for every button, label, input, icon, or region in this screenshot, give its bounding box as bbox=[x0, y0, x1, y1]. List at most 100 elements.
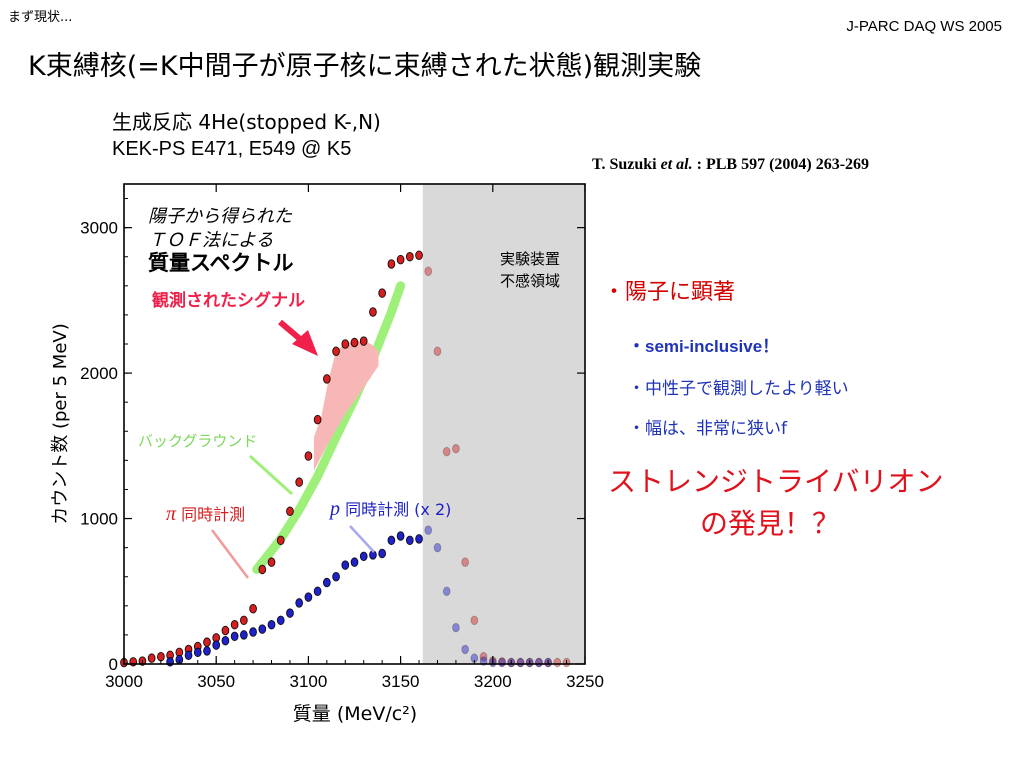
pi-label-text: 同時計測 bbox=[176, 505, 245, 524]
p-label: p 同時計測 (x 2) bbox=[328, 498, 451, 520]
data-point bbox=[405, 535, 414, 546]
data-point bbox=[498, 657, 506, 668]
data-point bbox=[249, 603, 257, 614]
data-point bbox=[157, 651, 165, 662]
data-point bbox=[470, 615, 479, 626]
data-point bbox=[267, 557, 276, 567]
data-point bbox=[461, 557, 469, 567]
bullet-narrow-width: ・幅は、非常に狭いf bbox=[628, 419, 787, 439]
data-point bbox=[304, 451, 313, 461]
data-point bbox=[553, 657, 562, 668]
p-symbol: p bbox=[328, 498, 340, 520]
data-point bbox=[332, 571, 340, 582]
citation: T. Suzuki et al. : PLB 597 (2004) 263-26… bbox=[592, 156, 869, 174]
data-point bbox=[212, 640, 221, 650]
background-band bbox=[252, 281, 406, 574]
x-tick-label: 3150 bbox=[382, 672, 420, 691]
data-point bbox=[249, 627, 257, 637]
data-point bbox=[535, 657, 543, 668]
inner-title-line: ＴＯＦ法による bbox=[148, 230, 273, 251]
x-tick-label: 3000 bbox=[105, 672, 143, 691]
data-point bbox=[304, 592, 313, 602]
data-point bbox=[516, 657, 525, 668]
data-point bbox=[276, 535, 285, 546]
pi-symbol: π bbox=[166, 503, 177, 525]
slide-title: K束縛核(=K中間子が原子核に束縛された状態)観測実験 bbox=[28, 51, 702, 82]
signal-arrow-head bbox=[292, 330, 318, 356]
y-tick-label: 2000 bbox=[80, 364, 118, 383]
experiment-line: KEK-PS E471, E549 @ K5 bbox=[112, 138, 352, 160]
data-point bbox=[387, 535, 396, 546]
y-tick-label: 0 bbox=[109, 655, 118, 674]
data-point bbox=[258, 564, 267, 575]
x-tick-label: 3200 bbox=[474, 672, 512, 691]
data-point bbox=[240, 630, 248, 640]
data-point bbox=[203, 637, 211, 647]
citation-author: T. Suzuki bbox=[592, 156, 661, 173]
insensitive-region bbox=[422, 184, 585, 664]
data-point bbox=[396, 254, 405, 265]
signal-annotation: 観測されたシグナル bbox=[152, 290, 305, 311]
data-point bbox=[230, 619, 239, 630]
data-point bbox=[341, 560, 350, 570]
data-point bbox=[479, 651, 488, 662]
x-tick-label: 3100 bbox=[289, 672, 327, 691]
data-point bbox=[350, 337, 359, 348]
data-point bbox=[322, 577, 331, 588]
pi-pointer bbox=[211, 529, 249, 579]
data-point bbox=[129, 657, 138, 667]
data-point bbox=[286, 506, 294, 517]
data-point bbox=[405, 251, 414, 262]
data-point bbox=[442, 446, 451, 457]
inner-title-line: 質量スペクトル bbox=[148, 251, 294, 275]
data-point bbox=[359, 336, 368, 346]
data-point bbox=[203, 646, 211, 656]
data-point bbox=[221, 625, 230, 636]
data-point bbox=[276, 615, 285, 626]
y-axis-label: カウント数 (per 5 MeV) bbox=[50, 323, 71, 524]
event-label: J-PARC DAQ WS 2005 bbox=[846, 18, 1002, 35]
data-point bbox=[313, 414, 322, 425]
p-series bbox=[166, 525, 552, 668]
data-point bbox=[313, 586, 322, 597]
data-point bbox=[350, 557, 359, 567]
y-tick-label: 3000 bbox=[80, 219, 118, 238]
pi-label: π 同時計測 bbox=[166, 503, 245, 525]
data-point bbox=[359, 551, 368, 562]
data-point bbox=[369, 307, 377, 317]
plot-frame bbox=[123, 183, 586, 665]
citation-ref: : PLB 597 (2004) 263-269 bbox=[692, 156, 870, 173]
p-pointer bbox=[349, 525, 375, 553]
corner-label: まず現状... bbox=[8, 10, 73, 25]
x-tick-label: 3250 bbox=[566, 672, 604, 691]
background-pointer bbox=[248, 454, 294, 496]
data-point bbox=[166, 657, 174, 667]
data-point bbox=[452, 622, 460, 633]
bullet-semi-inclusive: ・semi-inclusive！ bbox=[628, 337, 780, 356]
x-tick-label: 3050 bbox=[197, 672, 235, 691]
data-point bbox=[442, 586, 451, 597]
data-point bbox=[322, 374, 331, 384]
data-point bbox=[240, 615, 248, 626]
data-point bbox=[415, 534, 423, 544]
x-axis-label: 質量 (MeV/c²) bbox=[293, 703, 417, 725]
data-point bbox=[147, 653, 156, 663]
data-point bbox=[193, 647, 202, 658]
data-point bbox=[258, 624, 267, 634]
data-point bbox=[295, 598, 304, 608]
data-point bbox=[387, 259, 396, 269]
data-point bbox=[332, 346, 340, 357]
p-label-text: 同時計測 (x 2) bbox=[340, 500, 451, 519]
data-point bbox=[378, 548, 387, 559]
citation-etal: et al. bbox=[660, 156, 693, 173]
data-point bbox=[452, 443, 460, 454]
y-tick-label: 1000 bbox=[80, 510, 118, 529]
insensitive-region-label: 実験装置 bbox=[500, 251, 560, 268]
reaction-line: 生成反応 4He(stopped K-,N) bbox=[112, 110, 381, 134]
data-point bbox=[286, 608, 294, 618]
data-point bbox=[184, 650, 193, 661]
data-point bbox=[433, 542, 442, 553]
data-point bbox=[396, 531, 405, 541]
data-point bbox=[424, 525, 433, 535]
